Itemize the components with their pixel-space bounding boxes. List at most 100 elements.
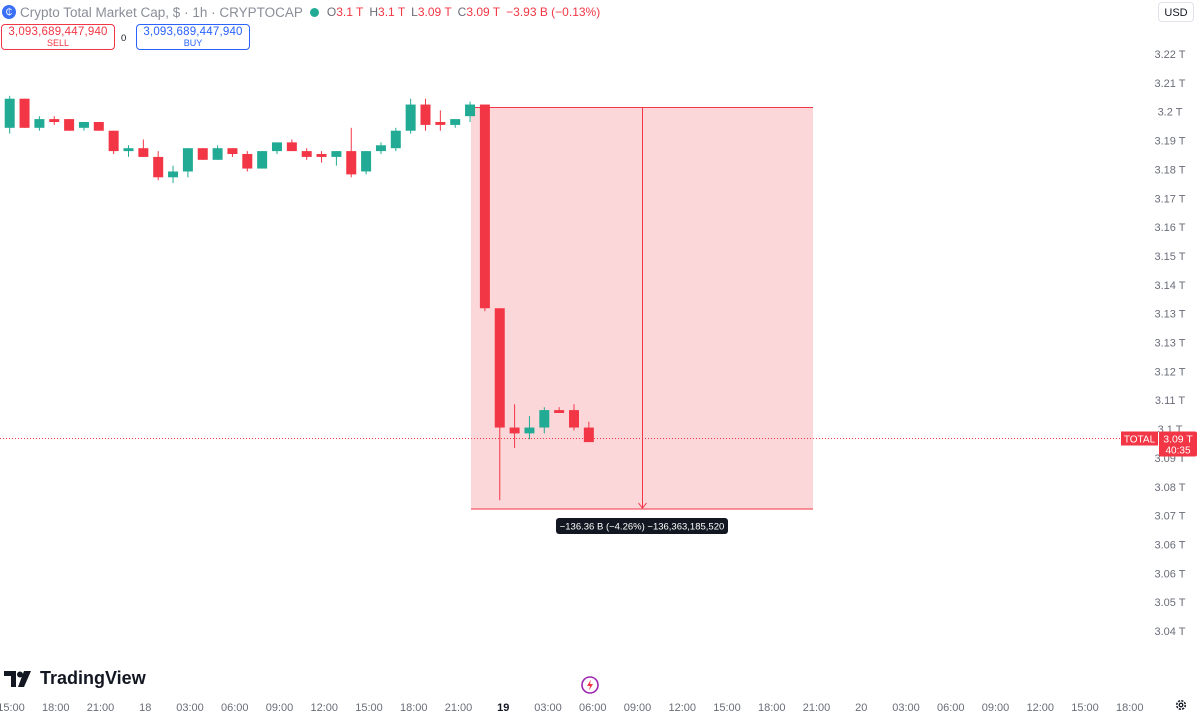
buy-price: 3,093,689,447,940 [143,26,243,38]
candle-body [168,171,179,178]
candle[interactable] [286,139,297,152]
high-label: H [369,5,379,19]
time-tick-label: 19 [497,702,509,714]
open-value: 3.1 T [336,5,364,19]
time-tick-label: 06:00 [221,702,249,714]
candle-body [257,151,268,169]
time-tick-label: 15:00 [355,702,383,714]
candle[interactable] [93,122,104,131]
candle[interactable] [509,404,520,448]
candle[interactable] [34,116,45,131]
price-tick-label: 3.05 T [1155,597,1186,609]
price-tick-label: 3.16 T [1155,222,1186,234]
candle-body [331,151,342,157]
candle[interactable] [242,151,253,172]
range-measure-text: −136.36 B (−4.26%) −136,363,185,520 [560,522,725,533]
symbol-name-label: TOTAL [1121,431,1158,446]
time-tick-label: 09:00 [266,702,294,714]
candle[interactable] [316,151,327,163]
candle-body [479,104,490,309]
candle[interactable] [108,130,119,155]
sell-button[interactable]: 3,093,689,447,940 SELL [1,24,115,50]
time-tick-label: 12:00 [1026,702,1054,714]
candle[interactable] [450,119,461,128]
candle[interactable] [78,122,89,131]
range-arrow-head [638,502,647,509]
candle[interactable] [301,148,312,160]
time-tick-label: 18:00 [400,702,428,714]
candle-body [19,98,30,128]
lightning-icon[interactable] [581,676,599,694]
candle-body [509,427,520,434]
candle[interactable] [227,148,238,157]
candle[interactable] [168,165,179,184]
candle[interactable] [197,148,208,160]
candle-body [420,104,431,125]
time-tick-label: 09:00 [982,702,1010,714]
candle[interactable] [405,98,416,134]
candle[interactable] [390,127,401,152]
candle[interactable] [49,116,60,125]
crypto-symbol-icon[interactable]: ₵ [2,5,16,19]
candle-body [197,148,208,160]
candle[interactable] [539,407,550,434]
close-value: 3.09 T [466,5,501,19]
candle[interactable] [494,308,505,501]
candle-body [316,154,327,157]
candle[interactable] [361,151,372,175]
candle[interactable] [479,104,490,312]
candle[interactable] [153,151,164,181]
candle[interactable] [554,407,565,413]
candle[interactable] [420,98,431,131]
candle-body [554,410,565,413]
candle[interactable] [331,151,342,166]
candle[interactable] [346,127,357,178]
candle[interactable] [212,145,223,160]
time-tick-label: 15:00 [713,702,741,714]
time-tick-label: 15:00 [1071,702,1099,714]
candle-body [465,104,476,117]
buy-label: BUY [183,38,203,48]
time-tick-label: 18:00 [42,702,70,714]
candle[interactable] [435,110,446,131]
price-tick-label: 3.19 T [1155,136,1186,148]
price-tick-label: 3.11 T [1155,395,1185,407]
price-tick-label: 3.06 T [1155,539,1186,551]
low-value: 3.09 T [417,5,452,19]
candle[interactable] [64,119,75,131]
settings-icon[interactable] [1174,698,1188,712]
candle-body [272,142,282,152]
candle[interactable] [123,145,134,157]
time-tick-label: 21:00 [87,702,115,714]
currency-selector[interactable]: USD [1158,2,1194,22]
last-price-label: 3.09 T40:35 [1159,431,1197,457]
sell-price: 3,093,689,447,940 [8,26,108,38]
bar-countdown-text: 40:35 [1165,446,1190,457]
price-tick-label: 3.07 T [1155,511,1186,523]
candle[interactable] [19,98,30,128]
time-tick-label: 18:00 [758,702,786,714]
candle-body [64,119,75,131]
candle-body [346,151,357,175]
candle[interactable] [272,142,282,155]
candle-body [301,151,312,157]
time-tick-label: 21:00 [803,702,831,714]
market-status-icon[interactable] [309,7,319,17]
symbol-title[interactable]: Crypto Total Market Cap, $ · 1h · CRYPTO… [20,4,303,20]
time-tick-label: 09:00 [624,702,652,714]
candle[interactable] [524,415,535,440]
candle-body [375,145,386,152]
time-tick-label: 03:00 [534,702,562,714]
candle[interactable] [257,151,268,169]
candle-body [182,148,193,172]
candle[interactable] [138,139,149,157]
candle-body [108,130,119,152]
candle[interactable] [569,404,579,431]
buy-button[interactable]: 3,093,689,447,940 BUY [136,24,250,50]
candle[interactable] [465,101,476,122]
candle[interactable] [375,142,386,155]
candle[interactable] [182,148,193,178]
candle[interactable] [4,95,15,134]
tradingview-logo[interactable]: TradingView [4,668,146,689]
